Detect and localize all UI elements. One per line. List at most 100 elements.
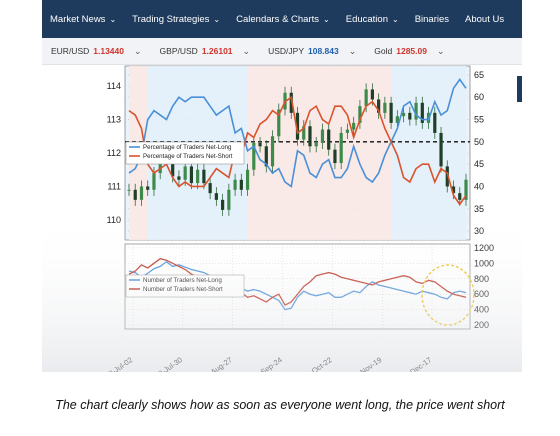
- nav-label: Binaries: [414, 13, 450, 25]
- sentiment-shade: [397, 66, 404, 240]
- sentiment-shade: [278, 66, 286, 240]
- nav-label: Education: [345, 13, 388, 25]
- sentiment-chart: 1101111121131143035404550556065200400600…: [42, 64, 522, 372]
- sentiment-shade: [453, 66, 460, 240]
- right-axis-tick: 55: [474, 115, 484, 125]
- price-candle-body: [439, 132, 443, 167]
- ticker-gbpusd[interactable]: GBP/USD 1.26101 ⌄: [151, 46, 260, 57]
- ticker-symbol: USD/JPY: [268, 46, 304, 56]
- price-candle-body: [433, 112, 437, 133]
- sentiment-shade: [241, 66, 248, 240]
- ticker-symbol: GBP/USD: [159, 46, 198, 56]
- sentiment-shade: [372, 66, 379, 240]
- price-candle-body: [395, 116, 399, 123]
- right-axis-tick: 60: [474, 92, 484, 102]
- series-line-net-short-pct: [128, 95, 467, 206]
- price-candle-body: [258, 142, 262, 147]
- nav-item-education[interactable]: Education ⌄: [338, 14, 407, 25]
- left-axis-tick: 114: [107, 81, 121, 91]
- chevron-down-icon[interactable]: ⌄: [348, 45, 357, 56]
- right-axis-tick: 40: [474, 181, 484, 191]
- sentiment-shade: [409, 66, 417, 240]
- price-candle-body: [245, 169, 250, 190]
- ticker-value: 1285.09: [396, 46, 427, 56]
- nav-item-calendars-charts[interactable]: Calendars & Charts ⌄: [228, 14, 338, 25]
- sentiment-shade: [328, 66, 335, 240]
- price-candle-body: [264, 146, 268, 167]
- sentiment-shade: [260, 66, 267, 240]
- sentiment-shade: [334, 66, 342, 240]
- price-candle-body: [370, 89, 374, 100]
- sentiment-shade: [403, 66, 410, 240]
- right-axis-tick: 50: [474, 137, 484, 147]
- ticker-value: 1.13440: [93, 46, 124, 56]
- price-candle-body: [333, 149, 337, 164]
- sentiment-shade: [272, 66, 279, 240]
- sentiment-shade: [322, 66, 329, 240]
- price-candle-body: [171, 153, 175, 177]
- ticker-eurusd[interactable]: EUR/USD 1.13440 ⌄: [42, 46, 151, 57]
- price-candle-body: [445, 166, 449, 187]
- price-candle-body: [352, 122, 356, 130]
- ticker-usdjpy[interactable]: USD/JPY 108.843 ⌄: [259, 46, 365, 57]
- price-candle-body: [320, 129, 325, 143]
- nav-item-about-us[interactable]: About Us: [457, 14, 512, 25]
- sentiment-shade: [428, 66, 435, 240]
- sentiment-shade: [366, 66, 373, 240]
- ticker-value: 108.843: [308, 46, 339, 56]
- chevron-down-icon: ⌄: [323, 14, 330, 24]
- ticker-accent-bar: [517, 76, 522, 102]
- price-candle-body: [196, 169, 200, 184]
- right-axis-tick: 35: [474, 204, 484, 214]
- price-candle-body: [139, 186, 144, 200]
- sentiment-shade: [285, 66, 292, 240]
- price-candle-body: [377, 99, 381, 113]
- ticker-symbol: EUR/USD: [51, 46, 90, 56]
- price-candle-body: [358, 106, 362, 123]
- price-candle-body: [458, 193, 462, 200]
- right-axis-tick: 45: [474, 159, 484, 169]
- price-candle-body: [183, 166, 187, 180]
- nav-label: Market News: [50, 13, 106, 25]
- sentiment-shade: [309, 66, 317, 240]
- chevron-down-icon[interactable]: ⌄: [242, 45, 251, 56]
- price-candle-body: [451, 186, 456, 194]
- nav-item-market-news[interactable]: Market News ⌄: [42, 14, 124, 25]
- price-candle-body: [127, 189, 131, 191]
- price-candle-body: [277, 109, 281, 137]
- price-candle-body: [414, 102, 418, 120]
- sentiment-shade: [441, 66, 448, 240]
- price-legend-box: [125, 141, 245, 165]
- shading-overlay: [42, 214, 522, 372]
- left-axis-tick: 111: [107, 181, 121, 191]
- chevron-down-icon[interactable]: ⌄: [436, 45, 445, 56]
- chevron-down-icon: ⌄: [213, 14, 221, 24]
- sentiment-shade: [291, 66, 298, 240]
- main-nav: Market News ⌄ Trading Strategies ⌄ Calenda…: [42, 0, 522, 38]
- price-candle-body: [464, 179, 468, 200]
- price-candle-body: [308, 126, 312, 147]
- nav-item-binaries[interactable]: Binaries: [407, 14, 457, 25]
- chevron-down-icon[interactable]: ⌄: [134, 45, 142, 56]
- price-candle-body: [221, 199, 225, 210]
- sentiment-shade: [347, 66, 354, 240]
- price-candle-body: [420, 102, 424, 123]
- price-candle-body: [189, 166, 194, 184]
- nav-label: Trading Strategies: [132, 13, 210, 25]
- nav-item-trading-strategies[interactable]: Trading Strategies ⌄: [124, 14, 228, 25]
- price-candle-body: [146, 186, 150, 190]
- price-candle-body: [364, 89, 368, 107]
- sentiment-chart-svg: 1101111121131143035404550556065200400600…: [42, 65, 522, 372]
- price-candle-body: [270, 136, 275, 167]
- price-candle-body: [202, 169, 206, 184]
- price-candle-body: [152, 173, 156, 190]
- nav-label: Calendars & Charts: [236, 13, 320, 25]
- sentiment-shade: [422, 66, 429, 240]
- sentiment-shade: [434, 66, 442, 240]
- price-candle-body: [239, 179, 243, 190]
- sentiment-shade: [359, 66, 367, 240]
- price-candle-body: [233, 179, 237, 190]
- sentiment-shade: [447, 66, 454, 240]
- price-candle-body: [408, 112, 412, 120]
- ticker-gold[interactable]: Gold 1285.09 ⌄: [365, 46, 453, 57]
